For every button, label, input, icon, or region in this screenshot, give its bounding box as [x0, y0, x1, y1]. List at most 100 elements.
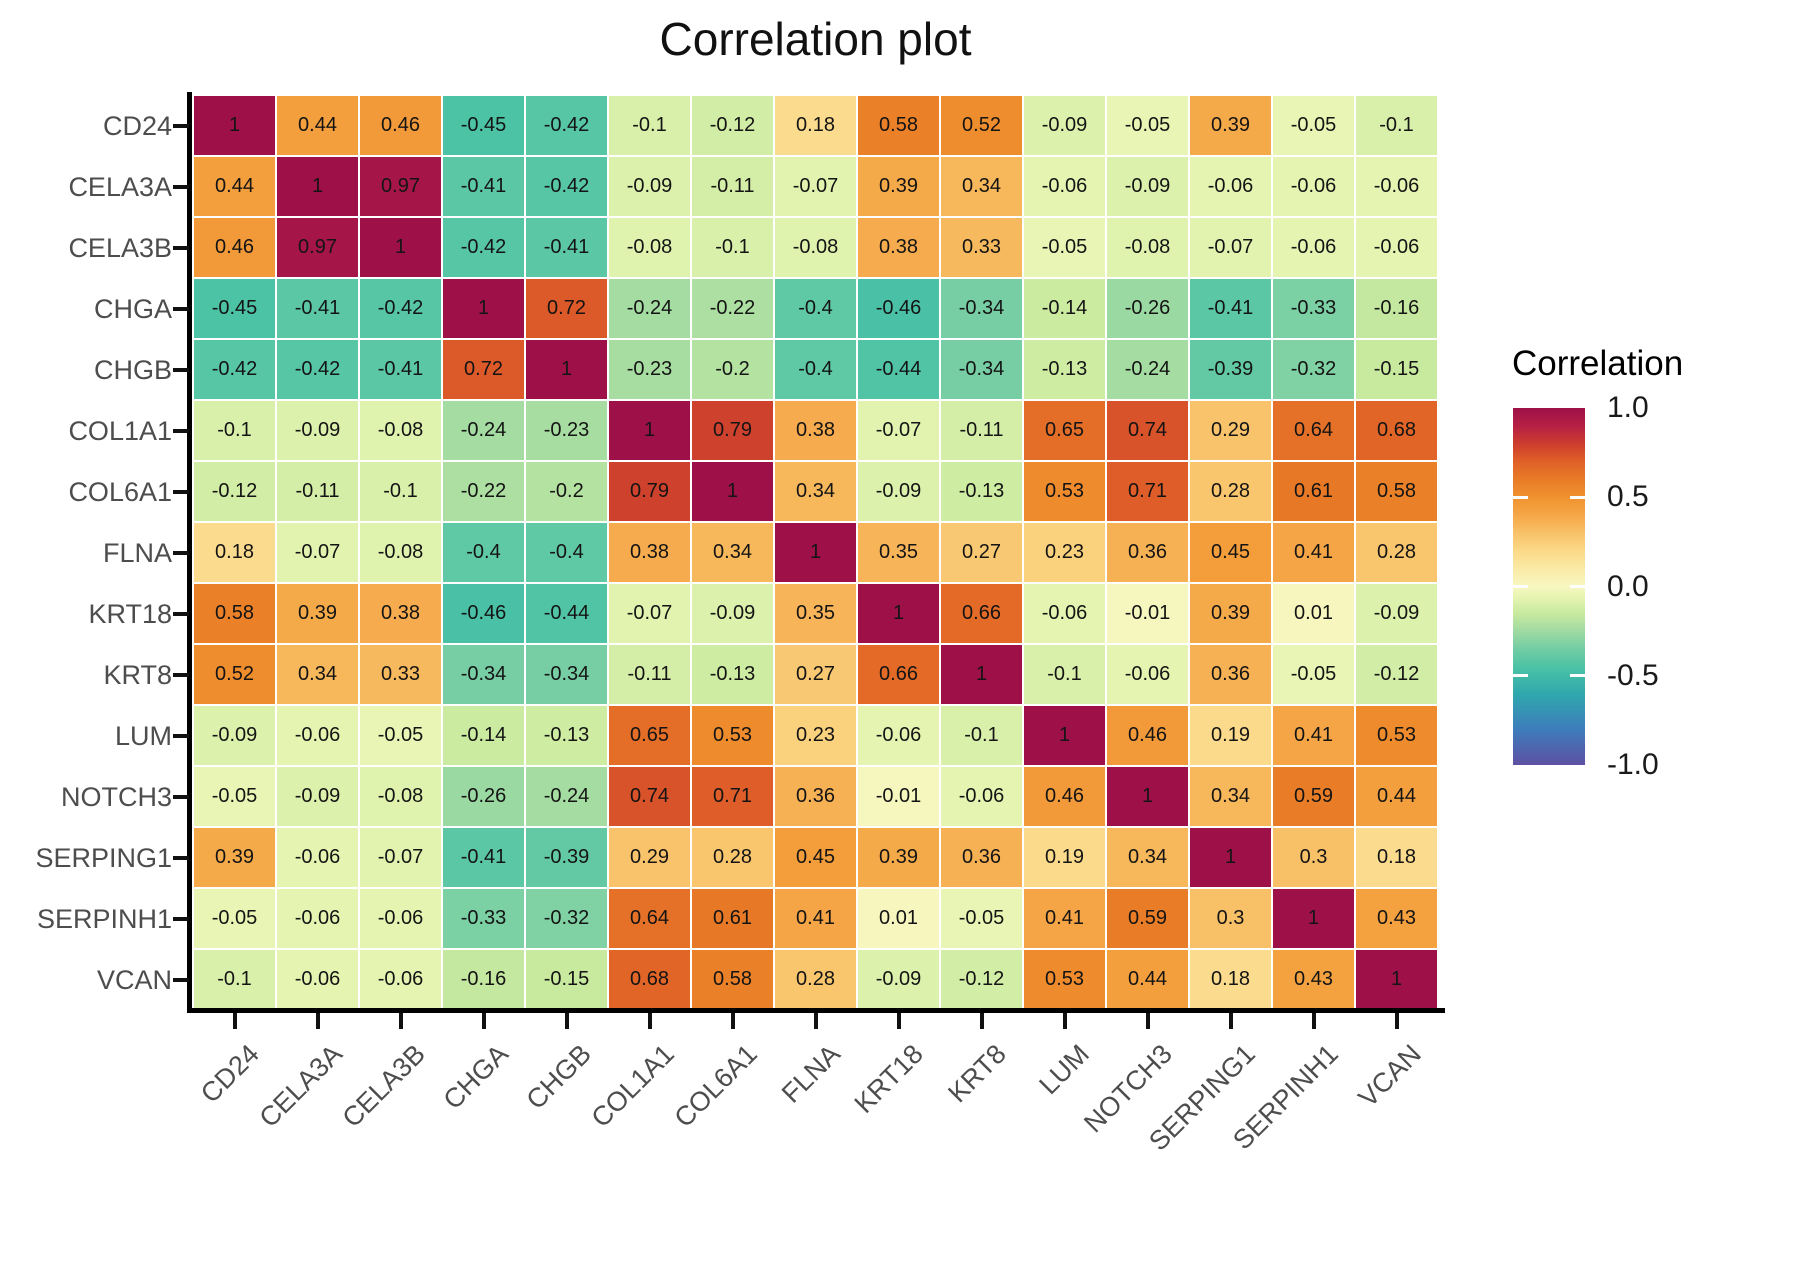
heatmap-cell: -0.08: [360, 401, 441, 460]
heatmap-cell: -0.24: [609, 279, 690, 338]
heatmap-cell: -0.44: [858, 340, 939, 399]
heatmap-cell: 1: [775, 523, 856, 582]
heatmap-cell: 0.72: [526, 279, 607, 338]
y-axis-tick: [173, 672, 189, 677]
heatmap-cell: -0.01: [1107, 584, 1188, 643]
heatmap-cell: 0.46: [360, 96, 441, 155]
heatmap-cell: -0.09: [1024, 96, 1105, 155]
heatmap-cell: -0.23: [609, 340, 690, 399]
heatmap-cell: 1: [1190, 828, 1271, 887]
heatmap-cell: -0.24: [526, 767, 607, 826]
heatmap-cell: 0.29: [609, 828, 690, 887]
heatmap-cell: -0.1: [941, 706, 1022, 765]
heatmap-cell: 0.45: [775, 828, 856, 887]
heatmap-cell: 0.53: [1024, 462, 1105, 521]
heatmap-cell: -0.2: [526, 462, 607, 521]
heatmap-cell: 0.01: [858, 889, 939, 948]
heatmap-cell: -0.07: [858, 401, 939, 460]
legend-title: Correlation: [1512, 344, 1684, 383]
heatmap-cell: -0.11: [277, 462, 358, 521]
heatmap-cell: -0.05: [1024, 218, 1105, 277]
y-axis-label: CD24: [102, 110, 172, 141]
heatmap-cell: 0.64: [609, 889, 690, 948]
heatmap-cell: -0.09: [277, 401, 358, 460]
heatmap-cell: -0.06: [1024, 584, 1105, 643]
heatmap-cell: -0.06: [941, 767, 1022, 826]
heatmap-cell: -0.22: [443, 462, 524, 521]
heatmap-cell: -0.12: [692, 96, 773, 155]
heatmap-cell: -0.14: [1024, 279, 1105, 338]
heatmap-cell: -0.06: [1356, 218, 1437, 277]
heatmap-cell: -0.41: [277, 279, 358, 338]
heatmap-cell: -0.32: [526, 889, 607, 948]
y-axis-tick: [173, 123, 189, 128]
heatmap-cell: 0.34: [692, 523, 773, 582]
heatmap-cell: 0.58: [1356, 462, 1437, 521]
heatmap-cell: 1: [941, 645, 1022, 704]
heatmap-cell: 0.65: [609, 706, 690, 765]
y-axis-tick: [173, 428, 189, 433]
heatmap-cell: -0.46: [858, 279, 939, 338]
y-axis-label: SERPINH1: [36, 903, 172, 934]
heatmap-cell: -0.06: [277, 950, 358, 1009]
y-axis-tick: [173, 733, 189, 738]
heatmap-cell: -0.09: [194, 706, 275, 765]
heatmap-cell: -0.41: [526, 218, 607, 277]
heatmap-cell: 0.46: [1107, 706, 1188, 765]
heatmap-cell: -0.16: [443, 950, 524, 1009]
y-axis-tick: [173, 489, 189, 494]
heatmap-cell: -0.08: [1107, 218, 1188, 277]
heatmap-cell: -0.09: [609, 157, 690, 216]
heatmap-cell: -0.1: [194, 401, 275, 460]
heatmap-cell: 0.19: [1190, 706, 1271, 765]
heatmap-cell: 0.44: [194, 157, 275, 216]
heatmap-cell: -0.2: [692, 340, 773, 399]
heatmap-cell: 0.68: [1356, 401, 1437, 460]
x-axis-tick: [896, 1013, 901, 1029]
heatmap-cell: -0.41: [1190, 279, 1271, 338]
heatmap-cell: 0.61: [692, 889, 773, 948]
y-axis-label: VCAN: [96, 964, 172, 995]
x-axis-tick: [1145, 1013, 1150, 1029]
heatmap-cell: -0.06: [360, 889, 441, 948]
heatmap-cell: 0.18: [1190, 950, 1271, 1009]
colorbar-tick-label: -1.0: [1607, 748, 1659, 781]
heatmap-cell: 0.66: [941, 584, 1022, 643]
colorbar-tick: [1570, 585, 1585, 588]
heatmap-cell: 0.33: [941, 218, 1022, 277]
heatmap-cell: 0.38: [609, 523, 690, 582]
heatmap-cell: 0.58: [194, 584, 275, 643]
heatmap-cell: 0.28: [775, 950, 856, 1009]
heatmap-cell: -0.26: [1107, 279, 1188, 338]
heatmap-cell: 0.52: [194, 645, 275, 704]
heatmap-cell: 0.34: [277, 645, 358, 704]
heatmap-cell: 0.71: [1107, 462, 1188, 521]
heatmap-cell: 0.65: [1024, 401, 1105, 460]
heatmap-cell: 1: [609, 401, 690, 460]
heatmap-cell: 0.41: [775, 889, 856, 948]
heatmap-cell: 0.36: [1107, 523, 1188, 582]
heatmap-cell: -0.06: [858, 706, 939, 765]
y-axis-tick: [173, 916, 189, 921]
x-axis-tick: [813, 1013, 818, 1029]
heatmap-cell: 0.53: [692, 706, 773, 765]
heatmap-cell: -0.1: [1356, 96, 1437, 155]
heatmap-cell: 0.33: [360, 645, 441, 704]
heatmap-cell: 0.58: [692, 950, 773, 1009]
heatmap-cell: 1: [692, 462, 773, 521]
heatmap-cell: 0.74: [609, 767, 690, 826]
x-axis-line: [187, 1008, 1445, 1013]
heatmap-cell: -0.33: [443, 889, 524, 948]
heatmap-cell: -0.09: [1107, 157, 1188, 216]
heatmap-cell: -0.1: [609, 96, 690, 155]
heatmap-cell: 0.18: [775, 96, 856, 155]
heatmap-cell: -0.06: [1273, 157, 1354, 216]
heatmap-cell: -0.42: [277, 340, 358, 399]
heatmap-cell: 0.39: [277, 584, 358, 643]
heatmap-cell: 0.43: [1356, 889, 1437, 948]
x-axis-tick: [398, 1013, 403, 1029]
heatmap-cell: 0.23: [1024, 523, 1105, 582]
heatmap-cell: 0.38: [360, 584, 441, 643]
heatmap-cell: 0.39: [1190, 96, 1271, 155]
heatmap-cell: 0.97: [360, 157, 441, 216]
